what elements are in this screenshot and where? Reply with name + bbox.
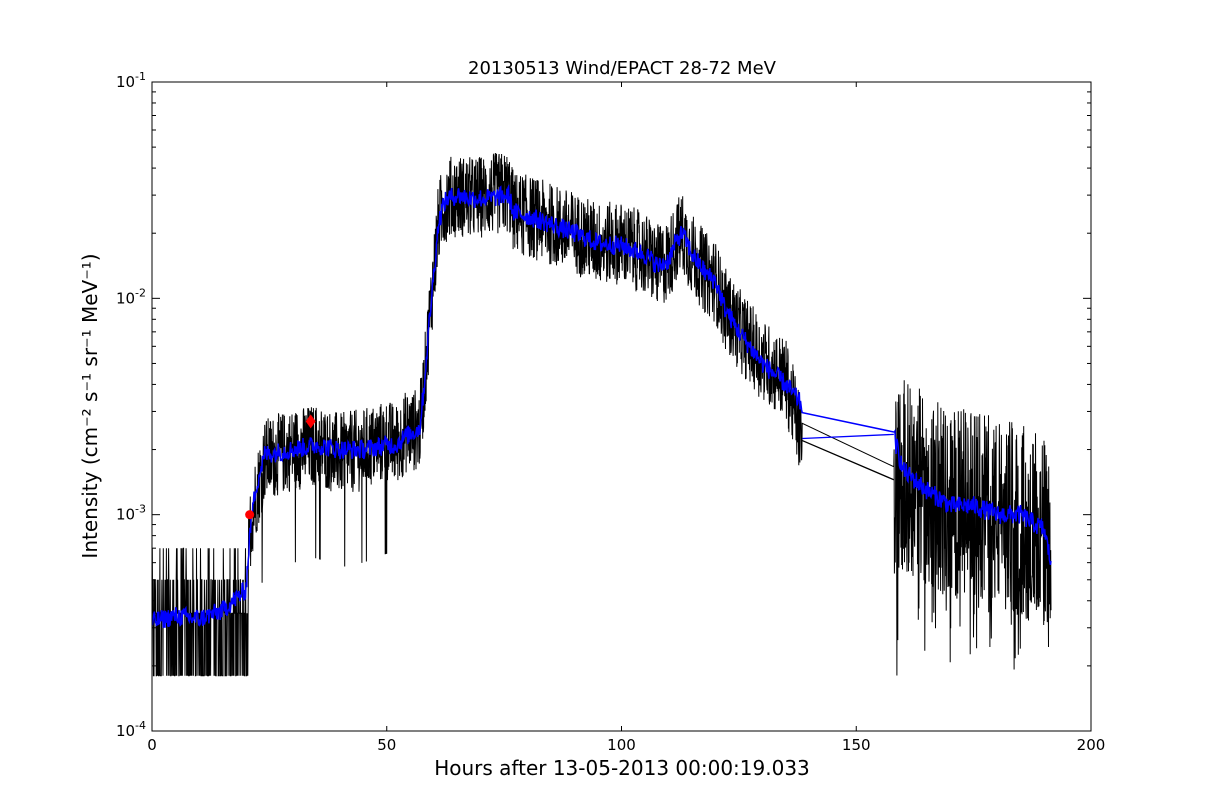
x-tick-label: 200 [1077,736,1106,754]
x-tick-label: 150 [842,736,871,754]
chart-title: 20130513 Wind/EPACT 28-72 MeV [468,58,777,79]
gap-connector-raw [802,439,895,481]
marker-point [305,414,316,429]
y-tick-label: 10-4 [116,719,146,740]
x-tick-label: 50 [377,736,396,754]
x-tick-label: 100 [607,736,636,754]
y-tick-label: 10-2 [116,286,146,307]
plot-area [152,152,1052,677]
y-tick-label: 10-1 [116,70,146,91]
x-tick-label: 0 [147,736,157,754]
series-line-smoothed [152,184,1052,628]
x-axis-label: Hours after 13-05-2013 00:00:19.033 [434,756,810,780]
y-axis-label: Intensity (cm⁻² s⁻¹ sr⁻¹ MeV⁻¹) [78,253,102,558]
y-tick-label: 10-3 [116,503,146,524]
series-smoothed [152,184,1052,628]
axis-ticks: 0 50 100 150 200 10-4 10-3 10-2 10-1 [116,70,1105,754]
marker-point [245,510,255,520]
gap-connector-smoothed [802,433,894,440]
